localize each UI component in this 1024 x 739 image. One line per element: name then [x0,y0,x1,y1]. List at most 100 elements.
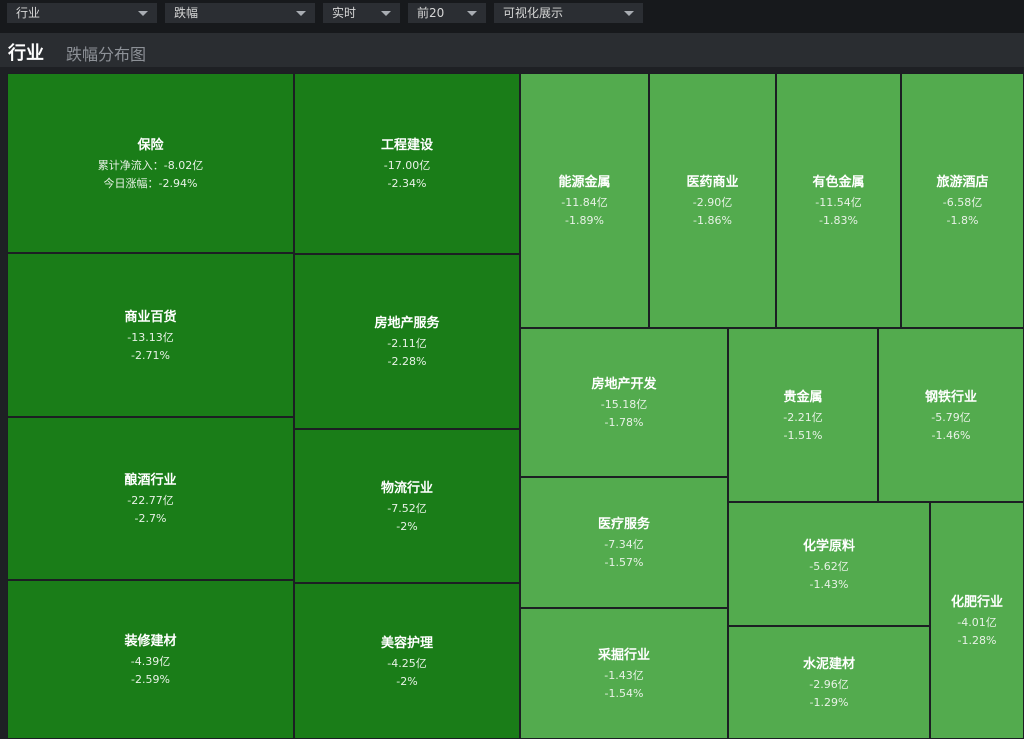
cell-name: 能源金属 [558,175,611,190]
top-n-select-value: 前20 [417,6,445,20]
cell-net-flow: -5.79亿 [931,410,971,424]
cell-name: 商业百货 [124,309,177,325]
cell-net-flow: -5.62亿 [809,559,849,573]
cell-name: 医药商业 [686,175,739,190]
cell-change: -1.83% [819,214,858,227]
cell-net-flow: -1.43亿 [604,669,644,682]
treemap-cell[interactable]: 有色金属 -11.54亿 -1.83% [776,73,901,328]
cell-name: 旅游酒店 [936,175,989,190]
cell-change: -1.8% [946,214,979,227]
treemap-cell[interactable]: 能源金属 -11.84亿 -1.89% [520,73,649,328]
cell-net-flow: -15.18亿 [600,398,648,411]
cell-change: -1.28% [957,634,997,647]
treemap-cell[interactable]: 装修建材 -4.39亿 -2.59% [7,580,294,739]
treemap: 保险 累计净流入：-8.02亿 今日涨幅：-2.94% 商业百货 -13.13亿… [7,73,1024,739]
cell-net-flow: -4.01亿 [957,616,997,629]
chevron-down-icon [624,11,634,16]
sort-select[interactable]: 跌幅 [165,3,315,23]
cell-net-flow: -4.39亿 [130,655,171,668]
cell-net-flow: -22.77亿 [127,494,174,507]
cell-name: 化肥行业 [950,595,1003,610]
cell-name: 美容护理 [380,635,433,651]
treemap-cell[interactable]: 化肥行业 -4.01亿 -1.28% [930,502,1024,739]
cell-net-flow: -11.54亿 [815,196,862,209]
cell-name: 医疗服务 [597,517,650,532]
cell-net-flow: -2.90亿 [692,196,733,209]
cell-change: -2% [396,674,418,688]
category-select[interactable]: 行业 [7,3,157,23]
cell-change: -2.59% [131,673,170,686]
cell-name: 装修建材 [124,634,177,649]
cell-name: 贵金属 [783,389,823,405]
cell-change: 今日涨幅：-2.94% [103,176,198,190]
filter-toolbar: 行业 跌幅 实时 前20 可视化展示 [0,0,1024,33]
tab-decline-distribution[interactable]: 跌幅分布图 [66,45,147,64]
cell-change: -2.71% [131,348,170,362]
period-select-value: 实时 [332,6,357,20]
title-bar: 行业 跌幅分布图 [0,33,1024,67]
period-select[interactable]: 实时 [323,3,400,23]
treemap-cell[interactable]: 医疗服务 -7.34亿 -1.57% [520,477,728,608]
cell-net-flow: -2.21亿 [783,410,823,424]
treemap-cell[interactable]: 房地产服务 -2.11亿 -2.28% [294,254,520,429]
treemap-cell[interactable]: 医药商业 -2.90亿 -1.86% [649,73,776,328]
cell-name: 房地产服务 [374,316,440,331]
sort-select-value: 跌幅 [174,6,199,20]
treemap-cell[interactable]: 工程建设 -17.00亿 -2.34% [294,73,520,254]
cell-change: -1.46% [931,428,971,442]
cell-net-flow: -4.25亿 [387,656,427,670]
treemap-cell[interactable]: 钢铁行业 -5.79亿 -1.46% [878,328,1024,502]
treemap-cell[interactable]: 美容护理 -4.25亿 -2% [294,583,520,739]
cell-net-flow: -17.00亿 [383,159,431,172]
cell-name: 物流行业 [380,480,433,496]
cell-net-flow: -13.13亿 [127,330,174,344]
treemap-cell[interactable]: 旅游酒店 -6.58亿 -1.8% [901,73,1024,328]
chevron-down-icon [138,11,148,16]
cell-change: -1.57% [604,556,644,569]
cell-name: 采掘行业 [597,648,650,663]
cell-change: -2.28% [387,355,427,368]
treemap-cell[interactable]: 水泥建材 -2.96亿 -1.29% [728,626,930,739]
cell-name: 有色金属 [812,175,865,190]
treemap-cell[interactable]: 采掘行业 -1.43亿 -1.54% [520,608,728,739]
chevron-down-icon [467,11,477,16]
top-n-select[interactable]: 前20 [408,3,486,23]
cell-net-flow: 累计净流入：-8.02亿 [97,158,204,172]
cell-change: -2.34% [387,177,427,190]
cell-change: -1.29% [809,696,849,709]
cell-net-flow: -7.34亿 [604,538,644,551]
cell-name: 酿酒行业 [124,473,177,488]
treemap-cell[interactable]: 物流行业 -7.52亿 -2% [294,429,520,583]
treemap-cell[interactable]: 酿酒行业 -22.77亿 -2.7% [7,417,294,580]
treemap-cell[interactable]: 贵金属 -2.21亿 -1.51% [728,328,878,502]
cell-name: 钢铁行业 [924,389,977,405]
cell-net-flow: -11.84亿 [561,196,608,209]
cell-net-flow: -7.52亿 [387,501,427,515]
cell-change: -1.86% [693,214,732,227]
cell-change: -1.54% [604,687,644,700]
cell-name: 工程建设 [380,138,433,153]
tab-industry[interactable]: 行业 [8,43,44,64]
chevron-down-icon [296,11,306,16]
cell-change: -1.89% [565,214,604,227]
view-mode-select[interactable]: 可视化展示 [494,3,643,23]
cell-net-flow: -6.58亿 [942,196,983,209]
category-select-value: 行业 [16,6,41,20]
cell-name: 保险 [137,137,164,153]
cell-net-flow: -2.96亿 [809,678,849,691]
cell-change: -1.78% [604,416,644,429]
cell-name: 房地产开发 [591,377,657,392]
chevron-down-icon [381,11,391,16]
treemap-cell[interactable]: 商业百货 -13.13亿 -2.71% [7,253,294,417]
treemap-cell[interactable]: 保险 累计净流入：-8.02亿 今日涨幅：-2.94% [7,73,294,253]
cell-change: -1.43% [809,577,849,591]
cell-change: -2.7% [134,512,167,525]
cell-name: 化学原料 [802,538,855,554]
cell-change: -1.51% [783,428,823,442]
treemap-cell[interactable]: 化学原料 -5.62亿 -1.43% [728,502,930,626]
cell-name: 水泥建材 [802,657,855,672]
cell-net-flow: -2.11亿 [387,337,427,350]
cell-change: -2% [396,519,418,533]
view-mode-select-value: 可视化展示 [503,6,564,20]
treemap-cell[interactable]: 房地产开发 -15.18亿 -1.78% [520,328,728,477]
